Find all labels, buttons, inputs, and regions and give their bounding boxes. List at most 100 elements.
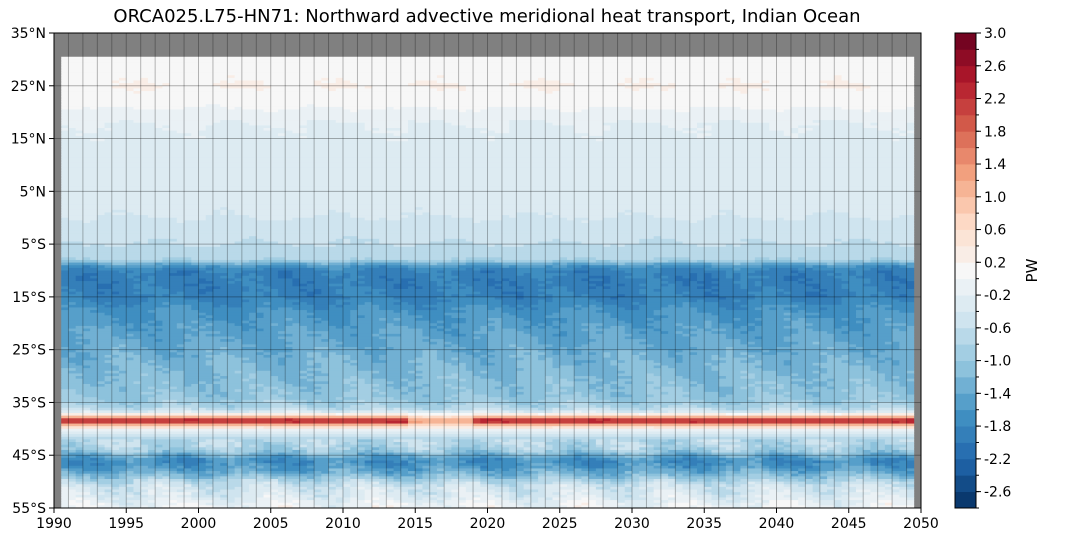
heatmap-cell xyxy=(494,476,517,480)
heatmap-cell xyxy=(812,460,821,464)
heatmap-cell xyxy=(429,320,438,324)
heatmap-cell xyxy=(892,130,900,134)
heatmap-cell xyxy=(538,325,546,329)
heatmap-cell xyxy=(574,476,582,480)
heatmap-cell xyxy=(104,291,113,295)
heatmap-cell xyxy=(220,373,250,377)
heatmap-cell xyxy=(169,389,199,393)
heatmap-cell xyxy=(234,273,250,277)
heatmap-cell xyxy=(790,333,835,337)
heatmap-cell xyxy=(277,484,293,488)
heatmap-cell xyxy=(516,294,525,298)
heatmap-cell xyxy=(299,281,308,285)
heatmap-cell xyxy=(725,333,792,337)
heatmap-cell xyxy=(61,310,91,314)
heatmap-cell xyxy=(343,489,351,493)
heatmap-cell xyxy=(429,447,438,451)
heatmap-cell xyxy=(97,286,113,290)
heatmap-cell xyxy=(740,402,770,406)
heatmap-cell xyxy=(227,463,236,467)
heatmap-cell xyxy=(668,365,712,369)
heatmap-cell xyxy=(480,220,582,224)
heatmap-cell xyxy=(538,278,546,282)
heatmap-cell xyxy=(436,457,445,461)
heatmap-cell xyxy=(140,407,156,411)
heatmap-cell xyxy=(155,476,163,480)
heatmap-cell xyxy=(422,207,915,211)
heatmap-cell xyxy=(169,447,185,451)
heatmap-cell xyxy=(884,502,893,506)
heatmap-cell xyxy=(451,215,503,219)
heatmap-cell xyxy=(408,471,416,475)
heatmap-cell xyxy=(263,83,315,87)
heatmap-cell xyxy=(162,449,170,453)
heatmap-cell xyxy=(61,386,120,390)
heatmap-cell xyxy=(790,407,799,411)
heatmap-cell xyxy=(436,349,452,353)
heatmap-cell xyxy=(451,122,510,126)
heatmap-cell xyxy=(97,452,113,456)
heatmap-cell xyxy=(494,286,503,290)
heatmap-cell xyxy=(617,439,640,443)
heatmap-cell xyxy=(68,500,77,504)
heatmap-cell xyxy=(162,262,170,266)
heatmap-cell xyxy=(227,478,243,483)
heatmap-cell xyxy=(422,484,431,488)
heatmap-cell xyxy=(335,447,351,451)
heatmap-cell xyxy=(711,357,748,361)
heatmap-cell xyxy=(494,484,510,488)
y-axis: 35°N25°N15°N5°N5°S15°S25°S35°S45°S55°S xyxy=(11,26,54,517)
heatmap-cell xyxy=(350,315,358,319)
heatmap-cell xyxy=(538,299,546,303)
heatmap-cell xyxy=(147,410,185,414)
heatmap-cell xyxy=(422,455,431,459)
heatmap-cell xyxy=(379,275,387,279)
heatmap-cell xyxy=(552,323,582,327)
heatmap-cell xyxy=(393,302,402,306)
heatmap-cell xyxy=(220,275,236,279)
heatmap-cell xyxy=(61,439,77,443)
heatmap-cell xyxy=(790,310,799,314)
heatmap-cell xyxy=(559,331,568,335)
heatmap-cell xyxy=(538,489,546,493)
colorbar-segment xyxy=(955,213,976,230)
heatmap-cell xyxy=(162,339,192,343)
heatmap-cell xyxy=(790,259,850,263)
heatmap-cell xyxy=(559,502,582,506)
heatmap-cell xyxy=(762,315,806,319)
heatmap-cell xyxy=(487,304,510,308)
heatmap-cell xyxy=(212,473,228,477)
colorbar-tick-label: 1.0 xyxy=(984,190,1006,206)
heatmap-cell xyxy=(429,278,452,282)
heatmap-cell xyxy=(147,362,207,366)
heatmap-cell xyxy=(682,442,691,446)
heatmap-cell xyxy=(747,447,763,451)
heatmap-cell xyxy=(581,241,640,245)
heatmap-cell xyxy=(321,471,329,475)
heatmap-cell xyxy=(545,376,553,380)
heatmap-cell xyxy=(754,336,763,340)
heatmap-cell xyxy=(350,354,373,358)
heatmap-cell xyxy=(487,281,503,285)
heatmap-cell xyxy=(834,478,850,483)
heatmap-cell xyxy=(61,315,113,319)
heatmap-cell xyxy=(263,315,308,319)
heatmap-cell xyxy=(191,133,199,137)
heatmap-cell xyxy=(249,463,257,467)
heatmap-cell xyxy=(632,402,640,406)
heatmap-cell xyxy=(328,449,344,453)
heatmap-cell xyxy=(292,420,301,424)
heatmap-cell xyxy=(133,452,149,456)
heatmap-cell xyxy=(155,457,178,461)
heatmap-cell xyxy=(400,278,416,282)
heatmap-cell xyxy=(769,449,777,453)
heatmap-cell xyxy=(97,439,127,443)
heatmap-cell xyxy=(819,80,850,84)
heatmap-cell xyxy=(162,357,170,361)
heatmap-cell xyxy=(552,447,568,451)
heatmap-cell xyxy=(408,122,452,126)
heatmap-cell xyxy=(104,502,113,506)
heatmap-cell xyxy=(415,463,438,467)
heatmap-cell xyxy=(68,357,98,361)
heatmap-cell xyxy=(675,323,683,327)
